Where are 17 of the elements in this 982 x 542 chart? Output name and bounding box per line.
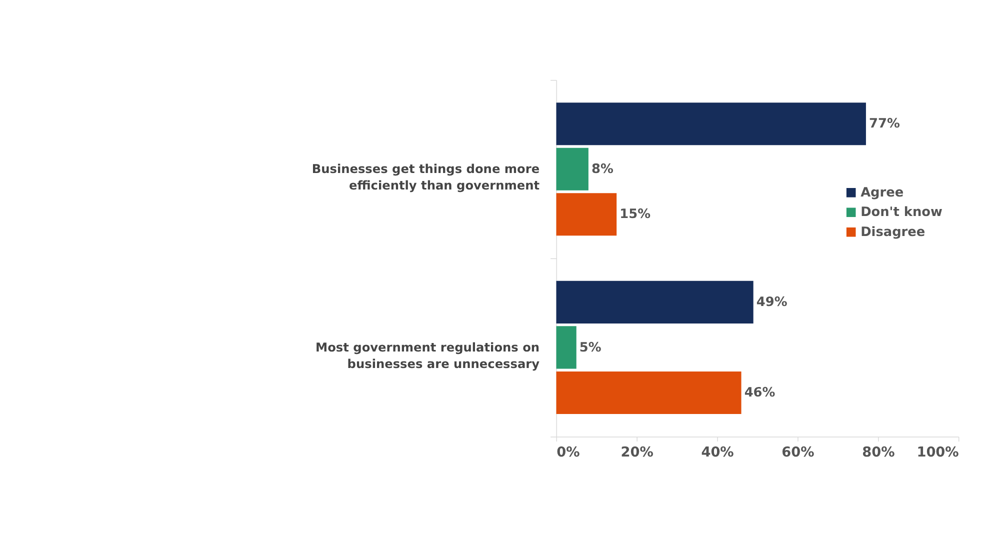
y-tick-label: Businesses get things done more efficiently than government: [312, 162, 540, 193]
data-label: 77%: [869, 116, 900, 132]
data-label: 49%: [756, 294, 788, 310]
data-label: 5%: [579, 340, 602, 356]
x-tick-label: 100%: [916, 444, 960, 461]
data-label: 8%: [591, 162, 614, 177]
legend-label: Don't know: [860, 205, 943, 220]
legend-label: Agree: [860, 185, 904, 200]
x-tick-label: 60%: [782, 444, 815, 461]
x-tick-label: 0%: [556, 444, 580, 461]
x-tick-label: 20%: [620, 444, 654, 461]
y-tick-label: Most government regulations on businesses are unnecessary: [316, 340, 540, 371]
legend-label: Disagree: [860, 224, 926, 240]
x-tick-label: 80%: [862, 444, 896, 461]
data-label: 46%: [744, 386, 776, 401]
x-tick-label: 40%: [701, 444, 734, 461]
data-label: 15%: [620, 207, 651, 222]
